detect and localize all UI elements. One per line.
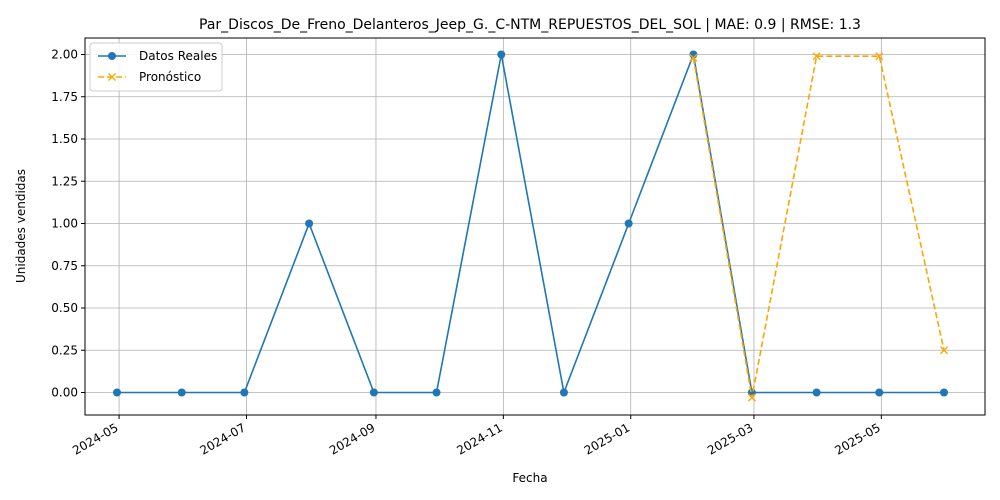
series-line bbox=[117, 51, 944, 396]
data-point bbox=[305, 219, 314, 228]
y-tick-label: 1.75 bbox=[51, 90, 78, 104]
y-axis: 0.00 0.25 0.50 0.75 1.00 1.25 1.50 1.75 2.00 bbox=[51, 48, 85, 400]
legend-box bbox=[89, 42, 223, 92]
y-tick-label: 0.75 bbox=[51, 259, 78, 273]
y-tick-label: 0.00 bbox=[51, 386, 78, 400]
legend: Datos Reales Pronóstico bbox=[89, 42, 223, 92]
data-point bbox=[432, 388, 441, 397]
data-point bbox=[497, 50, 506, 59]
data-point bbox=[240, 388, 249, 397]
plot-frame bbox=[84, 37, 986, 416]
data-point bbox=[689, 53, 698, 62]
data-point bbox=[747, 393, 756, 402]
y-tick-label: 0.50 bbox=[51, 301, 78, 315]
legend-item: Datos Reales bbox=[98, 49, 217, 63]
data-point bbox=[812, 52, 821, 61]
data-point bbox=[624, 219, 633, 228]
data-point bbox=[113, 388, 121, 397]
legend-item: Pronóstico bbox=[98, 70, 201, 84]
chart-title: Par_Discos_De_Freno_Delanteros_Jeep_G._C… bbox=[199, 17, 861, 33]
y-tick-label: 1.25 bbox=[51, 174, 78, 188]
data-point bbox=[369, 388, 378, 397]
series-line bbox=[692, 55, 945, 398]
y-tick-label: 1.00 bbox=[51, 217, 78, 231]
data-point bbox=[875, 388, 884, 397]
y-axis-label: Unidades vendidas bbox=[14, 169, 28, 283]
legend-marker bbox=[108, 52, 116, 60]
legend-marker bbox=[108, 73, 116, 81]
data-point bbox=[940, 388, 948, 397]
series-actual bbox=[113, 50, 948, 397]
data-point bbox=[177, 388, 186, 397]
data-point bbox=[559, 388, 568, 397]
y-tick-label: 1.50 bbox=[51, 132, 78, 146]
legend-label: Datos Reales bbox=[139, 49, 217, 63]
data-point bbox=[940, 346, 948, 355]
y-tick-label: 2.00 bbox=[51, 48, 78, 62]
series-forecast bbox=[689, 52, 948, 402]
x-axis-label: Fecha bbox=[512, 471, 547, 485]
series-layer bbox=[113, 50, 948, 402]
data-point bbox=[875, 52, 884, 61]
legend-label: Pronóstico bbox=[139, 70, 201, 84]
data-point bbox=[812, 388, 821, 397]
y-tick-label: 0.25 bbox=[51, 343, 78, 357]
